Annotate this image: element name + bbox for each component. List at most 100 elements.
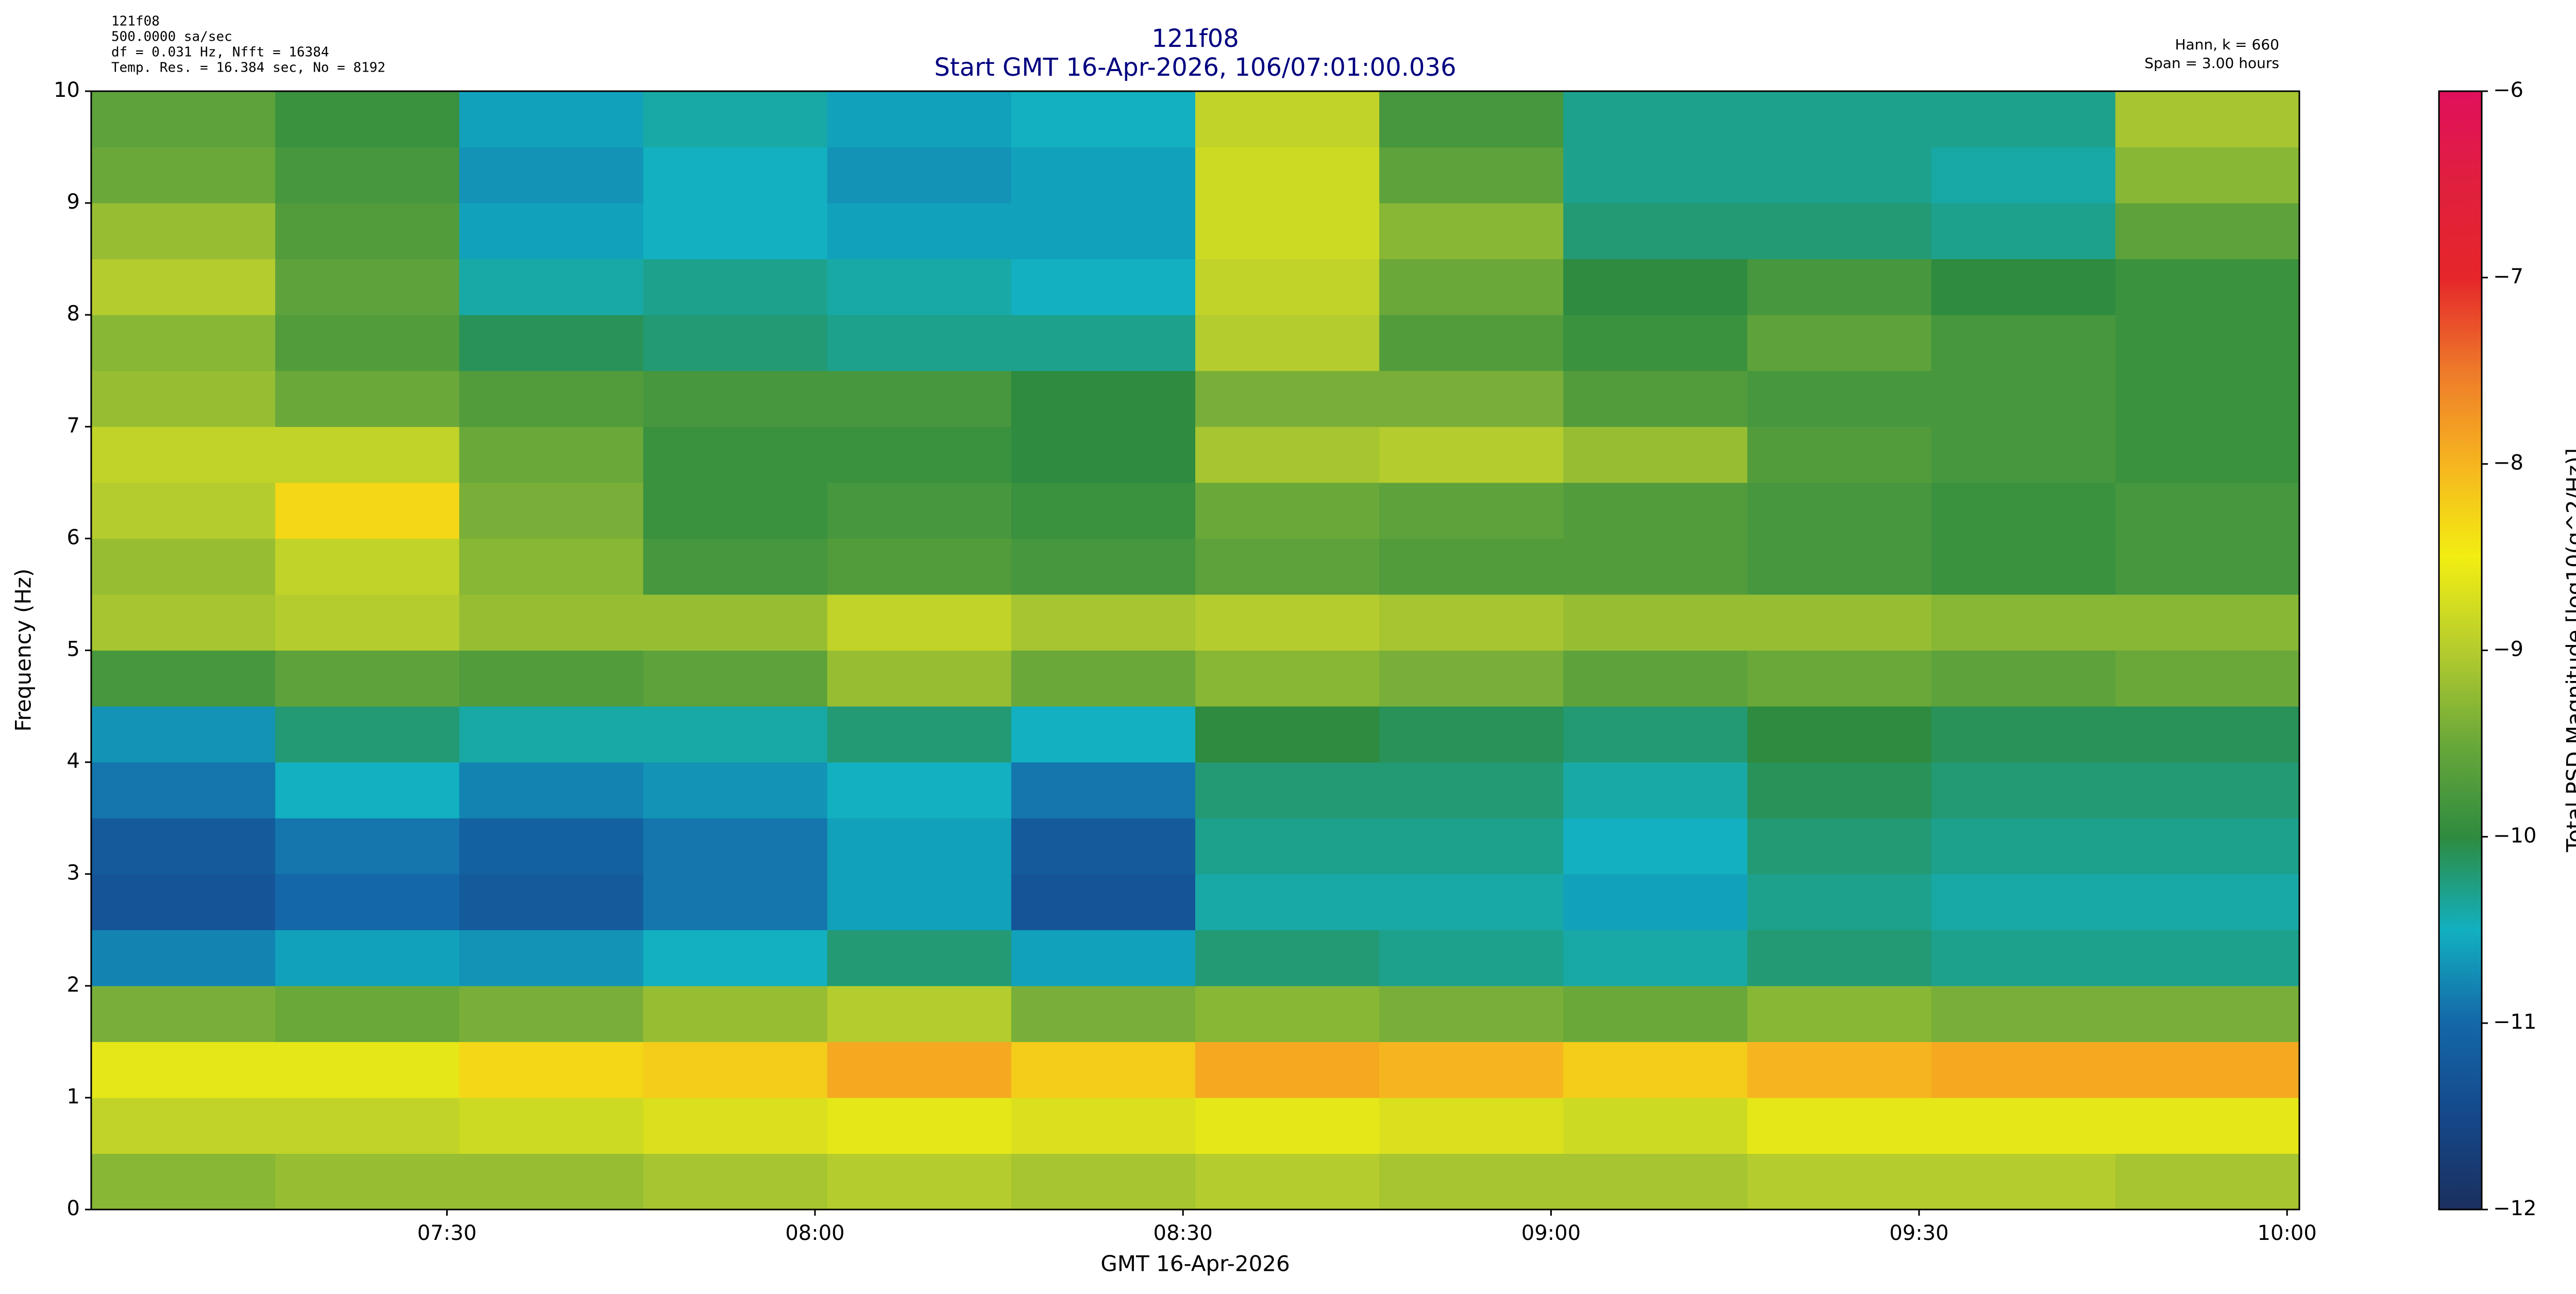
heatmap-cell	[2115, 1097, 2300, 1154]
heatmap-cell	[1747, 985, 1932, 1042]
y-tick-label: 8	[67, 302, 80, 326]
heatmap-cell	[1011, 315, 1196, 371]
heatmap-cell	[91, 1097, 276, 1154]
colorbar-tick-label: −7	[2493, 265, 2523, 288]
colorbar-tick-label: −6	[2493, 78, 2523, 102]
heatmap-cell	[643, 818, 828, 875]
x-tick-label: 10:00	[2258, 1221, 2317, 1245]
info-text: 121f08	[111, 14, 160, 29]
heatmap-cell	[91, 482, 276, 539]
heatmap-cell	[2115, 259, 2300, 315]
heatmap-cell	[1195, 594, 1380, 651]
colorbar	[2438, 90, 2483, 1211]
heatmap-cell	[1747, 259, 1932, 315]
info-text: Temp. Res. = 16.384 sec, No = 8192	[111, 60, 385, 76]
x-tick-label: 07:30	[417, 1221, 477, 1245]
heatmap-cell	[91, 259, 276, 315]
heatmap-cell	[459, 930, 643, 986]
heatmap-cell	[827, 985, 1012, 1042]
heatmap-cell	[827, 370, 1012, 427]
info-text: Hann, k = 660	[2175, 36, 2279, 53]
heatmap-cell	[1747, 203, 1932, 260]
heatmap-cell	[91, 706, 276, 763]
heatmap-cell	[1379, 985, 1564, 1042]
heatmap-cell	[1563, 370, 1748, 427]
heatmap-cell	[2115, 91, 2300, 148]
heatmap-cell	[91, 91, 276, 148]
heatmap-cell	[1195, 874, 1380, 930]
heatmap-cell	[643, 203, 828, 260]
heatmap-cell	[827, 427, 1012, 483]
heatmap-cell	[1379, 1097, 1564, 1154]
heatmap-cell	[643, 147, 828, 203]
heatmap-cell	[643, 1042, 828, 1098]
heatmap-cell	[827, 147, 1012, 203]
heatmap-cell	[91, 818, 276, 875]
heatmap-cell	[2115, 930, 2300, 986]
heatmap-cell	[275, 594, 460, 651]
heatmap-cell	[1563, 818, 1748, 875]
heatmap-cell	[827, 1042, 1012, 1098]
y-tick-label: 2	[67, 973, 80, 997]
heatmap-cell	[1011, 203, 1196, 260]
heatmap-cell	[1563, 91, 1748, 148]
heatmap-cell	[2115, 594, 2300, 651]
heatmap-cell	[1747, 1042, 1932, 1098]
heatmap-cell	[643, 259, 828, 315]
heatmap-cell	[275, 538, 460, 595]
heatmap-cell	[827, 650, 1012, 707]
heatmap-cell	[91, 762, 276, 819]
x-axis-label: GMT 16-Apr-2026	[1100, 1251, 1290, 1276]
heatmap-cell	[643, 1153, 828, 1210]
heatmap-cell	[1931, 985, 2116, 1042]
heatmap-cell	[1563, 482, 1748, 539]
y-tick-label: 6	[67, 525, 80, 549]
heatmap-cell	[1563, 1097, 1748, 1154]
heatmap-cell	[1195, 706, 1380, 763]
chart-subtitle: Start GMT 16-Apr-2026, 106/07:01:00.036	[934, 53, 1456, 82]
heatmap-cell	[1931, 259, 2116, 315]
heatmap-cell	[1195, 538, 1380, 595]
heatmap-cell	[1931, 594, 2116, 651]
heatmap-cell	[1931, 650, 2116, 707]
heatmap-cell	[1379, 650, 1564, 707]
heatmap-cell	[459, 706, 643, 763]
heatmap-cell	[643, 538, 828, 595]
heatmap-cell	[91, 315, 276, 371]
heatmap-cell	[1379, 538, 1564, 595]
heatmap-cell	[643, 594, 828, 651]
heatmap-cell	[91, 370, 276, 427]
heatmap-cell	[459, 91, 643, 148]
heatmap-cell	[1563, 985, 1748, 1042]
heatmap-cell	[643, 985, 828, 1042]
heatmap-cell	[1011, 91, 1196, 148]
y-tick-label: 5	[67, 638, 80, 661]
colorbar-tick-label: −11	[2493, 1010, 2536, 1034]
heatmap-cell	[1195, 1042, 1380, 1098]
heatmap-cell	[1195, 203, 1380, 260]
heatmap-cell	[1011, 985, 1196, 1042]
heatmap-cell	[2115, 762, 2300, 819]
heatmap-cell	[1747, 930, 1932, 986]
heatmap-cell	[1747, 147, 1932, 203]
heatmap	[91, 91, 2300, 1210]
heatmap-cell	[643, 370, 828, 427]
heatmap-cell	[1195, 762, 1380, 819]
heatmap-cell	[1747, 482, 1932, 539]
heatmap-cell	[275, 203, 460, 260]
heatmap-cell	[459, 147, 643, 203]
heatmap-cell	[91, 930, 276, 986]
heatmap-cell	[1011, 147, 1196, 203]
heatmap-cell	[275, 1097, 460, 1154]
heatmap-cell	[1747, 370, 1932, 427]
heatmap-cell	[275, 930, 460, 986]
x-tick-label: 08:00	[785, 1221, 844, 1245]
heatmap-cell	[2115, 427, 2300, 483]
heatmap-cell	[1195, 650, 1380, 707]
heatmap-cell	[1379, 147, 1564, 203]
heatmap-cell	[1747, 91, 1932, 148]
heatmap-cell	[1747, 706, 1932, 763]
heatmap-cell	[1379, 874, 1564, 930]
heatmap-cell	[2115, 482, 2300, 539]
